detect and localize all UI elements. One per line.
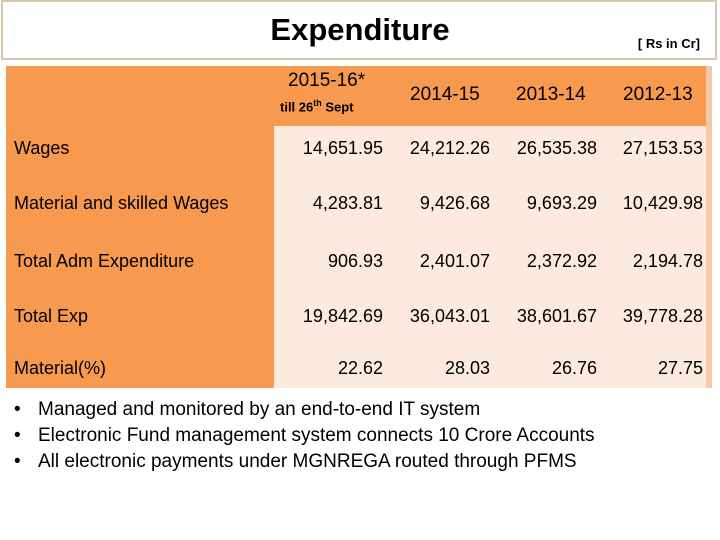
table-cell: 19,842.69 — [302, 306, 383, 326]
table-cell: 36,043.01 — [409, 306, 490, 326]
table-cell: 2,372.92 — [526, 251, 597, 271]
table-cell: 2,401.07 — [419, 251, 490, 271]
table-cell: 4,283.81 — [312, 193, 383, 213]
row-label-column — [6, 66, 274, 388]
row-label-total-adm-expenditure: Total Adm Expenditure — [14, 251, 195, 271]
bullet-item: • Managed and monitored by an end-to-end … — [14, 397, 714, 423]
table-cell: 2,194.78 — [632, 251, 703, 271]
units-note: [ Rs in Cr] — [637, 36, 700, 51]
column-header-2012-13: 2012-13 — [623, 84, 693, 105]
column-header-2015-16: 2015-16* — [288, 70, 366, 91]
table-cell: 26,535.38 — [516, 138, 597, 158]
table-cell: 27.75 — [657, 358, 703, 378]
page-title: Expenditure — [270, 12, 450, 47]
table-cell: 14,651.95 — [302, 138, 383, 158]
bullet-dot-icon: • — [14, 399, 21, 420]
row-label-total-exp: Total Exp — [14, 306, 89, 326]
column-header-2014-15: 2014-15 — [410, 84, 480, 105]
title-box — [1, 0, 717, 60]
row-label-material-percent: Material(%) — [14, 358, 107, 378]
bullet-dot-icon: • — [14, 425, 21, 446]
table-cell: 39,778.28 — [622, 306, 703, 326]
table-cell: 9,426.68 — [419, 193, 490, 213]
row-label-material-skilled-wages: Material and skilled Wages — [14, 193, 229, 213]
table-cell: 27,153.53 — [622, 138, 703, 158]
table-cell: 28.03 — [444, 358, 490, 378]
column-header-2013-14: 2013-14 — [516, 84, 586, 105]
table-cell: 24,212.26 — [409, 138, 490, 158]
column-header-band — [274, 66, 706, 126]
row-label-wages: Wages — [14, 138, 70, 158]
bullet-dot-icon: • — [14, 451, 21, 472]
bullet-list: • Managed and monitored by an end-to-end … — [14, 397, 714, 475]
table-cell: 22.62 — [337, 358, 383, 378]
table-cell: 906.93 — [327, 251, 383, 271]
bullet-item: • All electronic payments under MGNREGA r… — [14, 449, 714, 475]
column-subheader-till-sept: till 26th Sept — [280, 98, 354, 115]
table-cell: 9,693.29 — [526, 193, 597, 213]
bullet-item: • Electronic Fund management system conne… — [14, 423, 714, 449]
table-cell: 10,429.98 — [622, 193, 703, 213]
table-cell: 38,601.67 — [516, 306, 597, 326]
table-cell: 26.76 — [551, 358, 597, 378]
